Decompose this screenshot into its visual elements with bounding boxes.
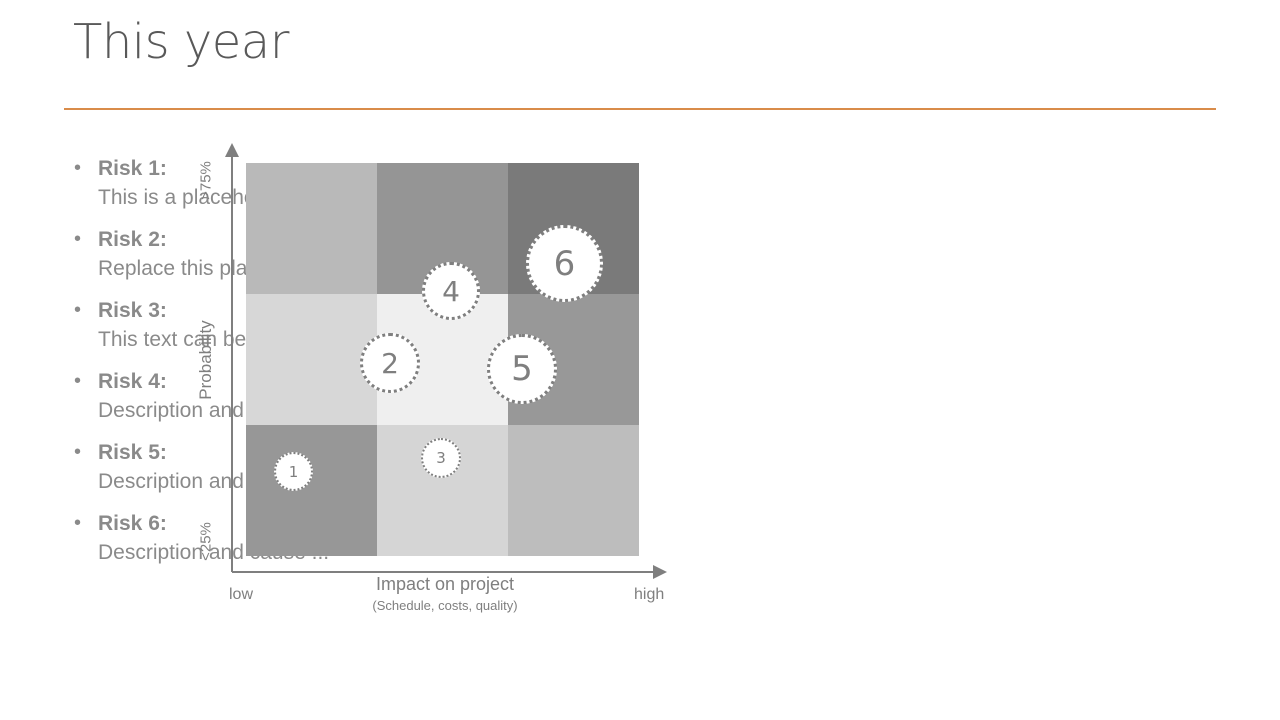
bullet-icon: • [74, 370, 82, 392]
x-high-label: high [634, 586, 665, 603]
risk-bubble-4: 4 [422, 262, 480, 320]
matrix-cell [246, 163, 377, 294]
risk-label: Risk 5: [98, 441, 167, 464]
risk-bubble-6: 6 [526, 225, 603, 302]
matrix-cell [246, 425, 377, 556]
x-axis-sublabel: (Schedule, costs, quality) [372, 598, 518, 613]
bullet-icon: • [74, 299, 82, 321]
y-axis-label: Probability [196, 320, 215, 400]
bullet-icon: • [74, 441, 82, 463]
title-divider [64, 108, 1216, 110]
risk-label: Risk 2: [98, 228, 167, 251]
risk-label: Risk 6: [98, 512, 167, 535]
bullet-icon: • [74, 512, 82, 534]
slide-title: This year [73, 14, 289, 70]
risk-label: Risk 4: [98, 370, 167, 393]
bullet-icon: • [74, 228, 82, 250]
y-bottom-tick: <25% [197, 522, 215, 561]
matrix-cell [246, 294, 377, 425]
risk-label: Risk 1: [98, 157, 167, 180]
risk-matrix [246, 163, 639, 556]
x-low-label: low [229, 586, 254, 603]
risk-bubble-2: 2 [360, 333, 420, 393]
bullet-icon: • [74, 157, 82, 179]
risk-bubble-1: 1 [274, 452, 313, 491]
risk-bubble-5: 5 [487, 334, 557, 404]
x-axis-arrow-icon [653, 565, 667, 579]
risk-bubble-3: 3 [421, 438, 461, 478]
x-axis-label: Impact on project [375, 574, 515, 594]
risk-label: Risk 3: [98, 299, 167, 322]
y-top-tick: >75% [197, 161, 215, 200]
matrix-cell [508, 425, 639, 556]
